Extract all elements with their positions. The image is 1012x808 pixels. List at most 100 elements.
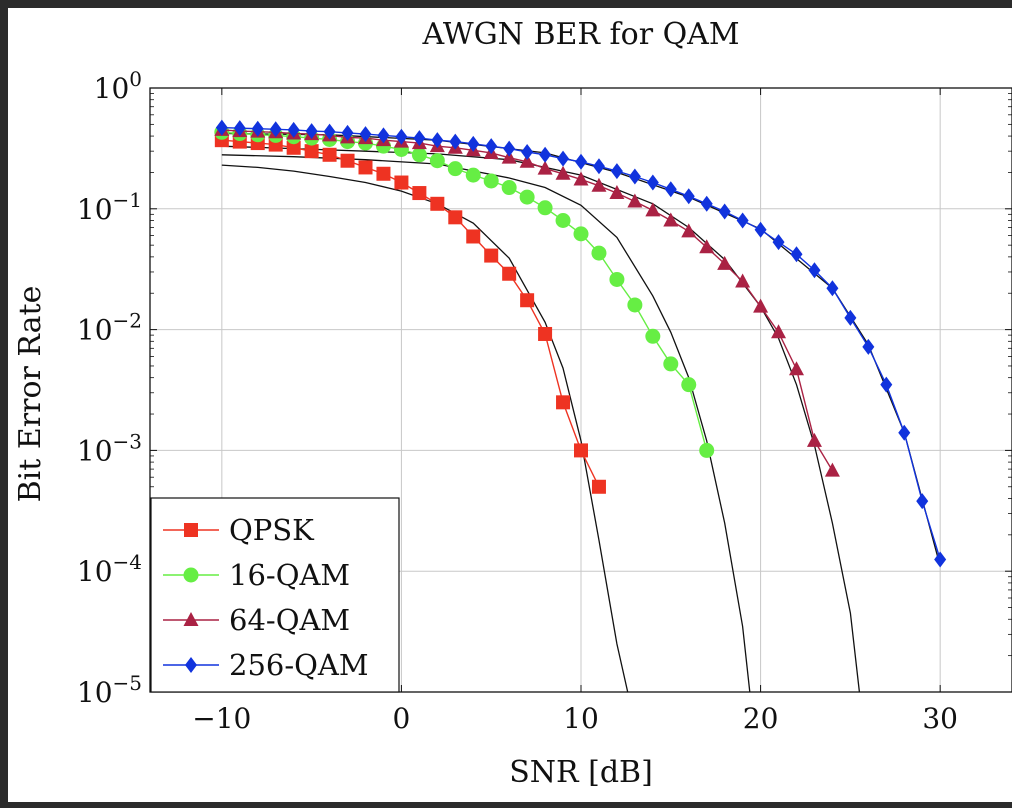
legend-marker-16-qam <box>183 567 199 583</box>
point-qpsk <box>448 210 463 225</box>
point-256-qam <box>251 120 264 137</box>
legend-label-qpsk: QPSK <box>229 513 315 547</box>
legend-marker-256-qam <box>185 657 197 673</box>
point-256-qam <box>485 138 498 155</box>
point-256-qam <box>880 376 893 393</box>
point-256-qam <box>269 121 282 138</box>
point-256-qam <box>610 163 623 180</box>
point-qpsk <box>394 175 409 190</box>
point-256-qam <box>754 221 767 238</box>
point-qpsk <box>484 248 499 263</box>
point-256-qam <box>628 168 641 185</box>
point-256-qam <box>503 140 516 157</box>
point-16-qam <box>501 180 517 196</box>
point-256-qam <box>467 135 480 152</box>
series-line-qpsk <box>221 139 600 488</box>
point-256-qam <box>844 309 857 326</box>
point-16-qam <box>429 153 445 169</box>
x-tick-labels: −10 0 10 20 30 <box>192 702 958 735</box>
point-64-qam <box>681 223 697 238</box>
point-64-qam <box>645 202 661 217</box>
point-16-qam <box>447 161 463 177</box>
point-16-qam <box>645 328 661 344</box>
point-64-qam <box>555 165 571 180</box>
point-64-qam <box>699 239 715 254</box>
point-64-qam <box>609 185 625 200</box>
point-256-qam <box>718 203 731 220</box>
point-64-qam <box>753 298 769 313</box>
point-16-qam <box>699 442 715 458</box>
legend-label-16-qam: 16-QAM <box>229 558 350 592</box>
point-16-qam <box>627 297 643 313</box>
point-16-qam <box>573 226 589 242</box>
point-qpsk <box>520 293 535 308</box>
point-64-qam <box>789 361 804 376</box>
point-64-qam <box>824 462 840 477</box>
figure-canvas: AWGN BER for QAM −10 0 10 20 30 100 10−1 10−2 1… <box>8 8 1012 802</box>
point-64-qam <box>573 171 589 186</box>
point-qpsk <box>538 326 553 341</box>
point-64-qam <box>663 212 679 227</box>
point-64-qam <box>627 193 643 208</box>
point-64-qam <box>717 255 733 270</box>
point-qpsk <box>574 443 588 458</box>
point-256-qam <box>934 551 947 568</box>
x-tick-label: 20 <box>743 702 779 735</box>
point-qpsk <box>502 266 517 281</box>
point-256-qam <box>736 212 749 229</box>
y-tick-labels: 100 10−1 10−2 10−3 10−4 10−5 <box>77 67 142 709</box>
point-16-qam <box>519 189 535 205</box>
point-64-qam <box>519 153 535 168</box>
point-256-qam <box>323 123 336 140</box>
point-64-qam <box>806 432 822 447</box>
point-64-qam <box>501 149 517 164</box>
point-256-qam <box>682 188 695 205</box>
point-256-qam <box>215 119 228 136</box>
legend-label-256-qam: 256-QAM <box>229 648 369 682</box>
series-256-qam <box>215 119 947 568</box>
point-16-qam <box>681 377 697 393</box>
point-qpsk <box>304 144 319 159</box>
point-256-qam <box>521 144 534 161</box>
point-256-qam <box>305 123 318 140</box>
point-64-qam <box>735 273 751 288</box>
point-16-qam <box>663 356 679 372</box>
point-qpsk <box>358 160 373 175</box>
y-tick-label: 100 <box>94 67 142 105</box>
point-64-qam <box>591 177 607 192</box>
point-256-qam <box>772 234 785 251</box>
point-256-qam <box>449 133 462 150</box>
point-256-qam <box>377 127 390 144</box>
point-16-qam <box>465 167 481 183</box>
point-256-qam <box>790 246 803 263</box>
point-256-qam <box>916 493 929 510</box>
y-tick-label: 10−1 <box>77 188 142 226</box>
point-qpsk <box>376 166 391 181</box>
theory-curve <box>221 154 751 692</box>
data-series <box>214 119 947 568</box>
point-16-qam <box>537 200 553 216</box>
y-tick-label: 10−5 <box>77 671 142 709</box>
point-256-qam <box>395 128 408 145</box>
x-tick-label: 0 <box>393 702 411 735</box>
y-tick-label: 10−4 <box>77 550 142 588</box>
point-16-qam <box>411 147 427 163</box>
point-16-qam <box>555 213 571 229</box>
point-qpsk <box>466 229 481 244</box>
point-16-qam <box>591 245 607 261</box>
point-qpsk <box>556 395 571 410</box>
point-qpsk <box>286 140 301 155</box>
legend-marker-64-qam <box>183 612 199 626</box>
point-qpsk <box>412 186 427 201</box>
x-tick-label: −10 <box>192 702 251 735</box>
point-256-qam <box>575 153 587 170</box>
point-256-qam <box>646 174 659 191</box>
ber-chart: AWGN BER for QAM −10 0 10 20 30 10010−110−21… <box>13 17 1012 790</box>
legend-label-64-qam: 64-QAM <box>229 603 350 637</box>
point-256-qam <box>826 280 839 297</box>
x-axis-label: SNR [dB] <box>509 755 653 790</box>
point-qpsk <box>340 153 355 168</box>
point-64-qam <box>771 324 787 339</box>
series-line-16-qam <box>221 131 708 451</box>
